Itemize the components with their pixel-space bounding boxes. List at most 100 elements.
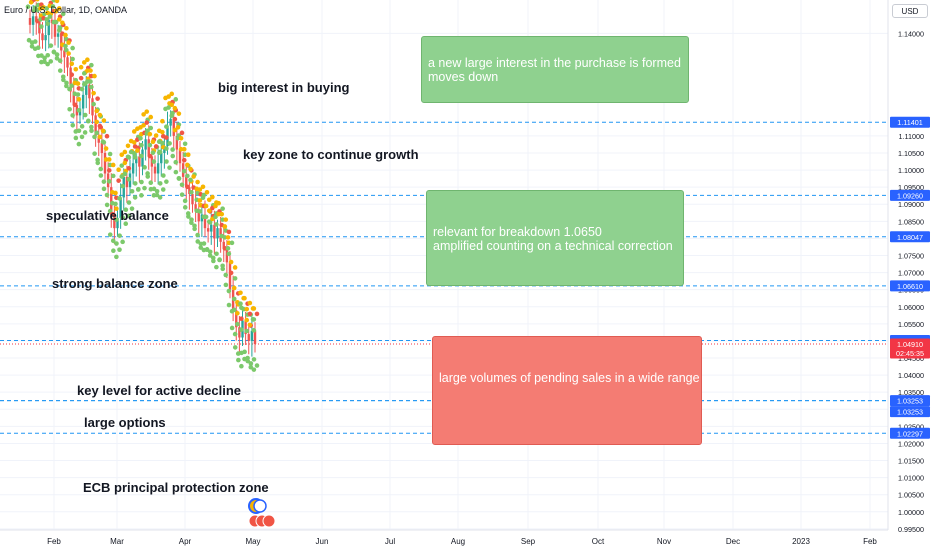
- candle-body: [113, 214, 116, 229]
- volume-dot: [129, 188, 135, 194]
- volume-dot: [166, 94, 171, 99]
- volume-dot: [70, 56, 75, 62]
- y-tick-label: 1.05500: [898, 320, 924, 329]
- y-tick-label: 1.08500: [898, 217, 924, 226]
- volume-dot: [169, 102, 175, 108]
- volume-dot: [154, 188, 160, 194]
- countdown-label: 02:45:35: [896, 349, 924, 358]
- volume-dot: [69, 83, 75, 88]
- level-tag: [890, 116, 930, 128]
- currency-badge[interactable]: USD: [892, 4, 928, 18]
- volume-dot: [232, 276, 238, 281]
- volume-dot: [119, 163, 125, 168]
- y-tick-label: 1.02000: [898, 439, 924, 448]
- volume-dot: [214, 264, 219, 270]
- note-key-zone-growth: key zone to continue growth: [243, 147, 419, 162]
- volume-dot: [185, 173, 190, 179]
- volume-dot: [229, 325, 235, 331]
- volume-dot: [110, 173, 116, 179]
- volume-dot: [131, 140, 137, 145]
- volume-dot: [157, 195, 163, 200]
- y-tick-label: 1.00500: [898, 491, 924, 500]
- volume-dot: [242, 349, 247, 355]
- note-ecb-zone: ECB principal protection zone: [83, 480, 269, 495]
- x-tick-label: Mar: [110, 537, 124, 546]
- volume-dot: [32, 39, 38, 44]
- breakdown-box[interactable]: relevant for breakdown 1.0650 amplified …: [426, 190, 684, 286]
- level-tag-label: 1.02297: [897, 429, 923, 438]
- volume-dot: [231, 285, 237, 291]
- volume-dot: [160, 118, 165, 124]
- volume-dot: [239, 327, 244, 332]
- volume-dot: [229, 240, 235, 246]
- volume-dot: [160, 129, 165, 135]
- y-tick-label: 1.03500: [898, 388, 924, 397]
- volume-dot: [42, 55, 47, 61]
- volume-dot: [85, 57, 90, 62]
- volume-dot: [76, 141, 82, 147]
- volume-dot: [110, 211, 115, 217]
- volume-dot: [181, 168, 187, 174]
- candle-body: [228, 262, 232, 290]
- volume-dot: [120, 239, 125, 245]
- volume-dot: [186, 214, 191, 219]
- volume-dot: [110, 162, 116, 168]
- volume-dot: [98, 173, 104, 178]
- time-axis[interactable]: Feb Mar Apr May Jun Jul Aug Sep Oct Nov Dec 2023 Feb: [0, 529, 888, 546]
- volume-dot: [189, 189, 194, 195]
- volume-dot: [223, 217, 229, 222]
- y-tick-label: 1.04500: [898, 354, 924, 363]
- volume-dot: [219, 211, 225, 217]
- breakdown-box-line2: amplified counting on a technical correc…: [433, 239, 673, 253]
- volume-dot: [172, 127, 178, 133]
- candle-body: [97, 135, 100, 143]
- volume-dot: [81, 81, 87, 87]
- note-speculative-balance: speculative balance: [46, 208, 169, 223]
- volume-dot: [106, 157, 112, 162]
- volume-dot: [103, 146, 109, 151]
- volume-dot: [123, 207, 129, 213]
- candle-body: [147, 139, 150, 157]
- volume-dot: [254, 363, 260, 368]
- volume-dot: [25, 4, 31, 10]
- volume-dot: [204, 247, 210, 252]
- volume-dot: [170, 153, 176, 159]
- volume-dot: [235, 310, 240, 316]
- volume-dot: [185, 152, 191, 157]
- volume-dot: [91, 101, 96, 107]
- level-tag: [890, 395, 930, 407]
- volume-dot: [89, 124, 94, 130]
- volume-dot: [172, 116, 178, 122]
- volume-dot: [175, 125, 181, 130]
- volume-dot: [54, 56, 60, 61]
- pending-sales-box[interactable]: large volumes of pending sales in a wide…: [432, 336, 702, 445]
- candle-body: [110, 187, 113, 215]
- candle-body: [119, 197, 122, 218]
- volume-dot: [228, 259, 234, 265]
- candle-body: [56, 33, 60, 37]
- volume-dot: [164, 146, 169, 151]
- candle-body: [31, 16, 35, 25]
- symbol-title[interactable]: Euro / U.S. Dollar, 1D, OANDA: [4, 5, 128, 15]
- volume-dot: [101, 186, 107, 192]
- candle-body: [178, 149, 182, 164]
- volume-dot: [86, 118, 91, 124]
- volume-dot: [225, 235, 231, 240]
- purchase-interest-box[interactable]: a new large interest in the purchase is …: [421, 36, 689, 103]
- economic-event-icons[interactable]: [248, 498, 276, 528]
- volume-dot: [247, 322, 253, 328]
- volume-dot: [29, 44, 35, 49]
- volume-dot: [111, 248, 116, 254]
- y-tick-label: 1.00000: [898, 508, 924, 517]
- volume-dot: [45, 61, 50, 67]
- volume-dot: [114, 241, 119, 246]
- volume-dot: [153, 133, 159, 138]
- volume-dot: [75, 92, 81, 97]
- volume-dot: [131, 129, 137, 134]
- volume-dot: [228, 270, 234, 276]
- candle-body: [235, 310, 238, 328]
- candle-body: [222, 241, 225, 249]
- volume-dot: [204, 189, 210, 195]
- candle-body: [85, 84, 88, 95]
- note-large-options: large options: [84, 415, 166, 430]
